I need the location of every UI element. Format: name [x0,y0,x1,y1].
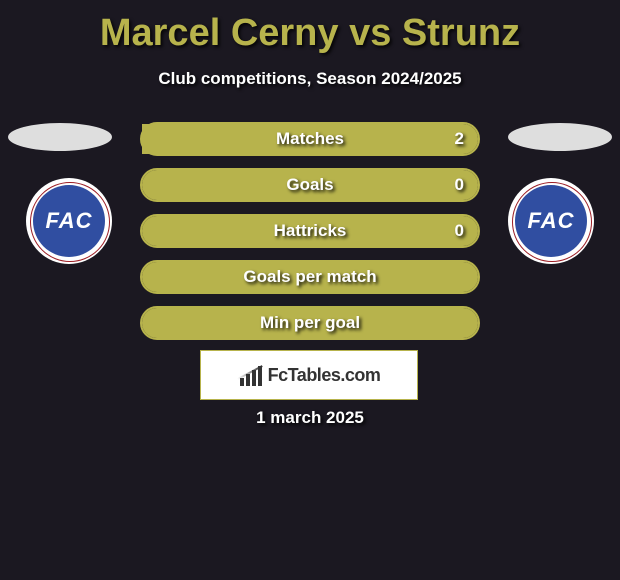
date-label: 1 march 2025 [0,408,620,428]
watermark-text: FcTables.com [268,365,381,386]
stat-value-right: 2 [455,129,464,149]
club-logo-right: FAC [508,178,594,264]
stat-row: Min per goal [140,306,480,340]
club-logo-left: FAC [26,178,112,264]
stat-label: Min per goal [142,313,478,333]
stats-chart: Matches2Goals0Hattricks0Goals per matchM… [140,122,480,352]
club-code-right: FAC [528,208,575,234]
stat-label: Goals per match [142,267,478,287]
stat-row: Matches2 [140,122,480,156]
stat-label: Hattricks [142,221,478,241]
stat-value-right: 0 [455,221,464,241]
player-avatar-left [8,123,112,151]
stat-label: Goals [142,175,478,195]
subtitle: Club competitions, Season 2024/2025 [0,69,620,89]
stat-row: Hattricks0 [140,214,480,248]
stat-row: Goals0 [140,168,480,202]
club-code-left: FAC [46,208,93,234]
stat-row: Goals per match [140,260,480,294]
player-avatar-right [508,123,612,151]
chart-icon [238,364,264,386]
stat-value-right: 0 [455,175,464,195]
watermark: FcTables.com [200,350,418,400]
page-title: Marcel Cerny vs Strunz [0,0,620,55]
stat-label: Matches [142,129,478,149]
